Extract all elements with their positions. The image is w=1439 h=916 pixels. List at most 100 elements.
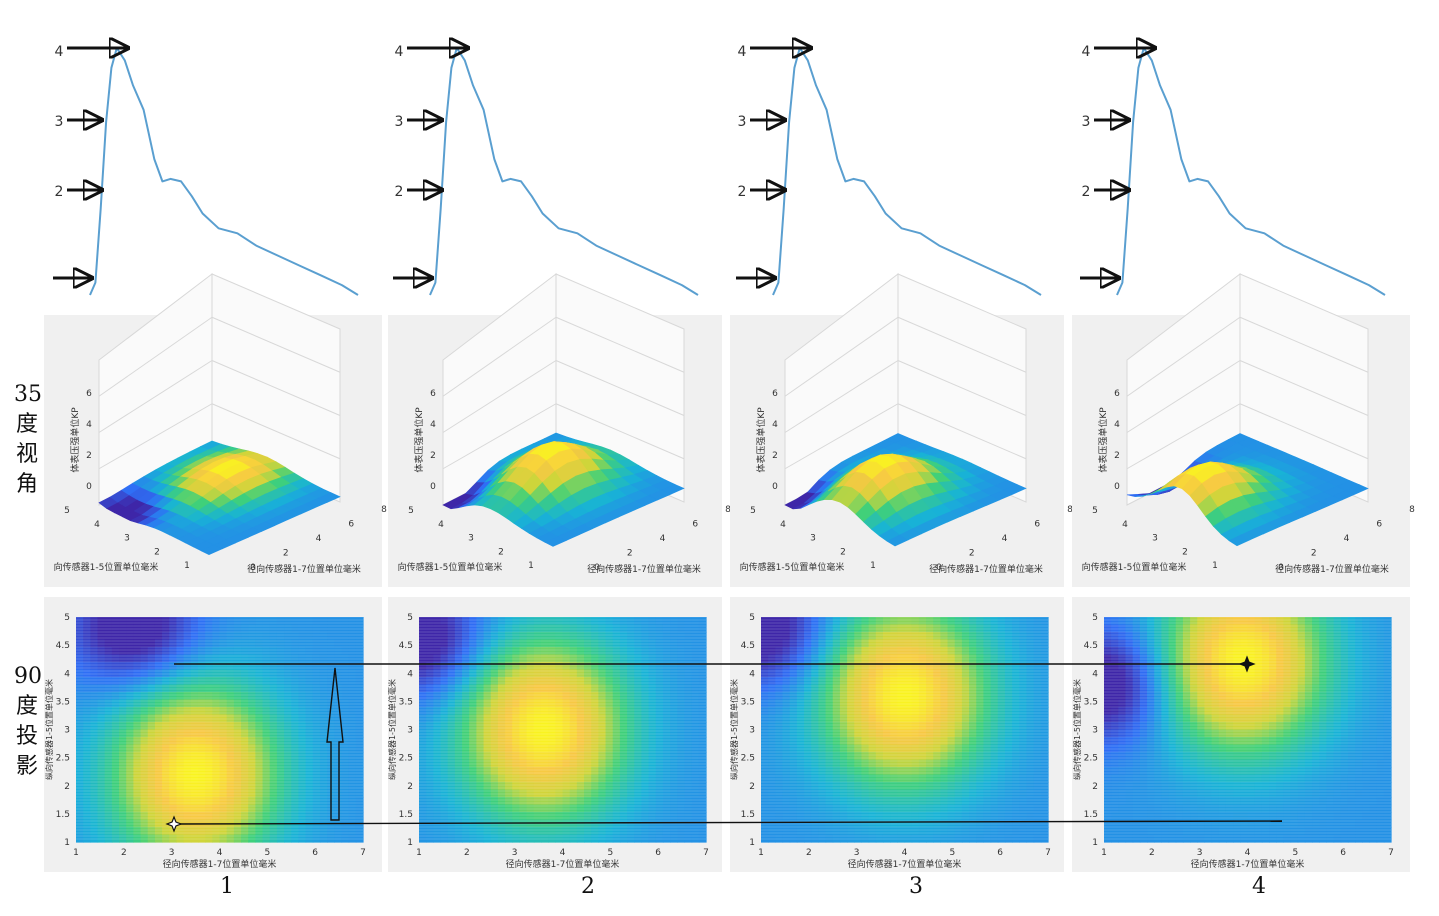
heatmap-cell	[1040, 812, 1049, 821]
heatmap-cell	[176, 632, 185, 641]
heatmap-cell	[226, 767, 235, 776]
heatmap-cell	[483, 707, 492, 716]
heatmap-cell	[298, 722, 307, 731]
heatmap-cell	[875, 827, 884, 836]
heatmap-y-tick: 5	[407, 613, 413, 623]
heatmap-cell	[90, 797, 99, 806]
heatmap-cell	[419, 632, 427, 641]
heatmap-cell	[634, 797, 643, 806]
heatmap-cell	[97, 737, 106, 746]
heatmap-cell	[255, 662, 264, 671]
heatmap-cell	[276, 692, 285, 701]
heatmap-cell	[169, 632, 178, 641]
heatmap-cell	[312, 677, 321, 686]
heatmap-cell	[648, 692, 657, 701]
heatmap-cell	[162, 632, 170, 641]
heatmap-cell	[882, 827, 891, 836]
heatmap-cell	[612, 662, 621, 671]
heatmap-cell	[933, 752, 941, 761]
heatmap-cell	[911, 827, 920, 836]
heatmap-cell	[126, 782, 134, 791]
heatmap-cell	[319, 707, 328, 716]
heatmap-cell	[147, 707, 156, 716]
heatmap-cell	[612, 782, 621, 791]
heatmap-cell	[284, 617, 292, 626]
heatmap-cell	[775, 737, 784, 746]
heatmap-cell	[133, 812, 142, 821]
heatmap-cell	[241, 632, 249, 641]
heatmap-cell	[670, 827, 678, 836]
heatmap-cell	[861, 767, 870, 776]
heatmap-cell	[119, 812, 127, 821]
heatmap-cell	[882, 797, 891, 806]
heatmap-cell	[1104, 707, 1112, 716]
heatmap-cell	[882, 677, 891, 686]
heatmap-cell	[627, 677, 635, 686]
heatmap-cell	[576, 647, 585, 656]
heatmap-cell	[775, 662, 784, 671]
heatmap-cell	[355, 647, 364, 656]
heatmap-cell	[811, 782, 819, 791]
heatmap-cell	[775, 782, 784, 791]
heatmap-cell	[662, 617, 671, 626]
heatmap-cell	[284, 767, 292, 776]
heatmap-cell	[569, 707, 578, 716]
heatmap-cell	[291, 707, 300, 716]
heatmap-cell	[212, 632, 221, 641]
heatmap-cell	[1118, 767, 1127, 776]
heatmap-cell	[533, 737, 542, 746]
heatmap-cell	[1012, 722, 1020, 731]
heatmap-cell	[918, 797, 927, 806]
heatmap-cell	[462, 737, 470, 746]
heatmap-cell	[447, 662, 456, 671]
heatmap-cell	[533, 692, 542, 701]
heatmap-cell	[454, 722, 463, 731]
heatmap-cell	[662, 662, 671, 671]
heatmap-cell	[426, 827, 434, 836]
heatmap-cell	[662, 647, 671, 656]
heatmap-cell	[1026, 737, 1035, 746]
heatmap-cell	[811, 737, 819, 746]
surface-x-tick: 4	[316, 534, 322, 544]
heatmap-cell	[133, 797, 142, 806]
surface-gridline	[211, 403, 341, 460]
heatmap-cell	[904, 737, 913, 746]
heatmap-cell	[305, 632, 314, 641]
heatmap-cell	[1147, 782, 1155, 791]
heatmap-cell	[775, 767, 784, 776]
heatmap-cell	[119, 752, 127, 761]
surface-z-axis-label: 体表压强单位KP	[755, 407, 767, 473]
heatmap-cell	[111, 752, 120, 761]
heatmap-cell	[832, 707, 841, 716]
heatmap-cell	[868, 812, 877, 821]
heatmap-cell	[533, 707, 542, 716]
heatmap-cell	[584, 797, 592, 806]
heatmap-cell	[677, 812, 686, 821]
surface-gridline	[98, 403, 213, 470]
heatmap-cell	[226, 752, 235, 761]
heatmap-cell	[598, 662, 607, 671]
heatmap-cell	[219, 647, 228, 656]
heatmap-cell	[670, 662, 678, 671]
heatmap-cell	[1132, 662, 1141, 671]
heatmap-cell	[233, 677, 242, 686]
heatmap-cell	[548, 827, 556, 836]
heatmap-cell	[940, 707, 949, 716]
level-label-3: 3	[55, 114, 64, 130]
heatmap-cell	[847, 707, 855, 716]
heatmap-cell	[162, 617, 170, 626]
heatmap-cell	[519, 812, 528, 821]
heatmap-cell	[526, 797, 535, 806]
heatmap-cell	[462, 707, 470, 716]
surface-gridline	[555, 316, 685, 373]
heatmap-cell	[983, 707, 992, 716]
heatmap-cell	[233, 632, 242, 641]
heatmap-cell	[926, 617, 934, 626]
heatmap-cell	[433, 797, 442, 806]
heatmap-cell	[997, 647, 1006, 656]
heatmap-cell	[796, 617, 805, 626]
heatmap-cell	[634, 812, 643, 821]
heatmap-cell	[868, 662, 877, 671]
heatmap-cell	[555, 647, 564, 656]
